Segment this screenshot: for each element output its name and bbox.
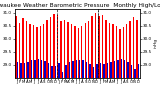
Bar bbox=[89, 64, 91, 78]
Title: Milwaukee Weather Barometric Pressure  Monthly High/Low: Milwaukee Weather Barometric Pressure Mo… bbox=[0, 3, 160, 8]
Bar bbox=[15, 16, 17, 78]
Bar bbox=[65, 65, 67, 78]
Y-axis label: inHg: inHg bbox=[153, 38, 157, 48]
Bar bbox=[88, 21, 89, 78]
Bar bbox=[48, 63, 49, 78]
Bar bbox=[136, 20, 138, 78]
Bar bbox=[116, 26, 117, 78]
Bar bbox=[20, 63, 22, 78]
Bar bbox=[107, 63, 108, 78]
Bar bbox=[41, 60, 42, 78]
Bar bbox=[83, 60, 84, 78]
Bar bbox=[129, 21, 131, 78]
Bar bbox=[126, 24, 128, 78]
Bar bbox=[76, 60, 77, 78]
Bar bbox=[74, 26, 76, 78]
Bar bbox=[24, 63, 25, 78]
Bar bbox=[33, 25, 34, 78]
Bar bbox=[86, 62, 87, 78]
Bar bbox=[123, 27, 124, 78]
Bar bbox=[17, 62, 18, 78]
Bar bbox=[138, 64, 139, 78]
Bar bbox=[50, 17, 51, 78]
Bar bbox=[100, 63, 101, 78]
Bar bbox=[95, 13, 96, 78]
Bar bbox=[60, 21, 62, 78]
Bar bbox=[27, 62, 29, 78]
Bar bbox=[78, 28, 79, 78]
Bar bbox=[51, 66, 53, 78]
Bar bbox=[37, 59, 39, 78]
Bar bbox=[64, 20, 65, 78]
Bar bbox=[134, 69, 136, 78]
Bar bbox=[91, 16, 93, 78]
Bar bbox=[19, 23, 20, 78]
Bar bbox=[93, 67, 94, 78]
Bar bbox=[22, 18, 24, 78]
Bar bbox=[103, 64, 105, 78]
Bar bbox=[26, 21, 27, 78]
Bar bbox=[105, 20, 107, 78]
Bar bbox=[58, 63, 60, 78]
Bar bbox=[44, 61, 46, 78]
Bar bbox=[34, 60, 36, 78]
Bar bbox=[31, 60, 32, 78]
Bar bbox=[102, 15, 103, 78]
Bar bbox=[40, 26, 41, 78]
Bar bbox=[62, 72, 63, 78]
Bar bbox=[55, 66, 56, 78]
Bar bbox=[112, 24, 114, 78]
Bar bbox=[124, 60, 125, 78]
Bar bbox=[81, 26, 83, 78]
Bar bbox=[67, 22, 69, 78]
Bar bbox=[29, 24, 31, 78]
Bar bbox=[43, 24, 44, 78]
Bar bbox=[117, 60, 119, 78]
Bar bbox=[36, 27, 37, 78]
Bar bbox=[109, 23, 110, 78]
Bar bbox=[131, 65, 132, 78]
Bar bbox=[110, 62, 112, 78]
Bar bbox=[69, 62, 70, 78]
Bar bbox=[120, 59, 122, 78]
Bar bbox=[128, 62, 129, 78]
Bar bbox=[57, 15, 58, 78]
Bar bbox=[119, 29, 120, 78]
Bar bbox=[133, 17, 134, 78]
Bar bbox=[72, 61, 74, 78]
Bar bbox=[79, 60, 80, 78]
Bar bbox=[96, 64, 98, 78]
Bar bbox=[53, 14, 55, 78]
Bar bbox=[71, 24, 72, 78]
Bar bbox=[46, 20, 48, 78]
Bar bbox=[114, 61, 115, 78]
Bar bbox=[98, 16, 100, 78]
Bar bbox=[84, 23, 86, 78]
